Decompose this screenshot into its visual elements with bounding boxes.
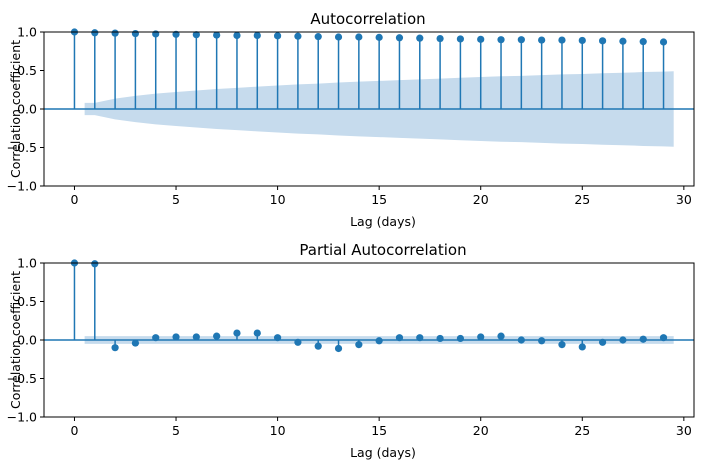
pacf-marker bbox=[294, 338, 302, 346]
pacf-y-tick-label: −0.5 bbox=[7, 371, 37, 386]
pacf-marker bbox=[355, 341, 363, 349]
pacf-x-tick-label: 10 bbox=[270, 423, 286, 438]
pacf-marker bbox=[213, 332, 221, 340]
acf-y-tick-label: −1.0 bbox=[7, 179, 37, 194]
pacf-y-ticks: 1.0 0.5 0.0 −0.5 −1.0 bbox=[7, 256, 44, 425]
acf-marker bbox=[578, 36, 586, 45]
acf-marker bbox=[334, 33, 343, 41]
acf-marker bbox=[659, 38, 668, 46]
pacf-x-tick-label: 30 bbox=[676, 423, 692, 438]
pacf-y-axis-label: Correlation coefficient bbox=[8, 271, 23, 409]
pacf-marker bbox=[334, 344, 343, 353]
acf-marker bbox=[355, 33, 363, 41]
pacf-marker bbox=[131, 339, 140, 347]
pacf-marker bbox=[456, 334, 465, 343]
acf-marker bbox=[558, 36, 566, 44]
acf-x-tick-label: 5 bbox=[172, 192, 180, 207]
acf-marker bbox=[213, 31, 221, 39]
acf-marker bbox=[517, 36, 525, 44]
pacf-y-tick-label: 1.0 bbox=[17, 256, 37, 271]
acf-marker bbox=[273, 32, 282, 40]
pacf-x-tick-label: 25 bbox=[574, 423, 590, 438]
acf-marker bbox=[91, 29, 99, 37]
acf-x-tick-label: 20 bbox=[473, 192, 489, 207]
acf-marker bbox=[416, 34, 424, 42]
acf-marker bbox=[131, 29, 140, 38]
pacf-marker bbox=[111, 344, 119, 352]
pacf-title: Partial Autocorrelation bbox=[299, 241, 466, 259]
acf-marker bbox=[538, 36, 546, 44]
pacf-marker bbox=[659, 334, 668, 342]
pacf-marker bbox=[416, 334, 424, 342]
pacf-marker bbox=[619, 336, 627, 344]
pacf-x-tick-label: 0 bbox=[70, 423, 78, 438]
acf-marker bbox=[233, 31, 241, 40]
acf-marker bbox=[456, 35, 465, 43]
pacf-stems-layer bbox=[70, 259, 668, 353]
pacf-marker bbox=[538, 337, 546, 345]
acf-marker bbox=[172, 30, 180, 38]
pacf-marker bbox=[436, 334, 444, 343]
pacf-marker bbox=[578, 343, 586, 351]
acf-marker bbox=[294, 32, 302, 40]
acf-x-ticks: 0 5 10 15 20 25 30 bbox=[70, 186, 692, 207]
pacf-marker bbox=[497, 332, 505, 340]
acf-marker bbox=[152, 30, 160, 38]
pacf-marker bbox=[273, 334, 282, 342]
pacf-marker bbox=[314, 342, 322, 350]
acf-y-tick-label: 1.0 bbox=[17, 25, 37, 40]
pacf-marker bbox=[172, 333, 180, 341]
acf-x-tick-label: 25 bbox=[574, 192, 590, 207]
pacf-marker bbox=[233, 329, 241, 337]
acf-marker bbox=[192, 31, 200, 39]
pacf-x-tick-label: 5 bbox=[172, 423, 180, 438]
pacf-marker bbox=[598, 338, 607, 346]
acf-y-tick-label: 0.5 bbox=[17, 63, 37, 78]
acf-marker bbox=[253, 31, 261, 40]
acf-y-axis-label: Correlation coefficient bbox=[8, 40, 23, 178]
pacf-marker bbox=[517, 336, 525, 344]
pacf-marker bbox=[395, 334, 404, 342]
pacf-x-axis-label: Lag (days) bbox=[350, 445, 416, 460]
acf-title: Autocorrelation bbox=[310, 10, 425, 28]
pacf-x-tick-label: 20 bbox=[473, 423, 489, 438]
pacf-marker bbox=[91, 260, 99, 268]
pacf-marker bbox=[152, 334, 160, 342]
pacf-y-tick-label: 0.0 bbox=[17, 333, 37, 348]
partial-autocorrelation-panel: Partial Autocorrelation 0 5 10 15 20 25 30 1.0… bbox=[7, 241, 695, 460]
acf-x-axis-label: Lag (days) bbox=[350, 214, 416, 229]
pacf-x-tick-label: 15 bbox=[371, 423, 387, 438]
pacf-marker bbox=[253, 329, 261, 337]
acf-marker bbox=[395, 34, 404, 42]
acf-y-tick-label: 0.0 bbox=[17, 102, 37, 117]
pacf-x-ticks: 0 5 10 15 20 25 30 bbox=[70, 417, 692, 438]
acf-x-tick-label: 0 bbox=[70, 192, 78, 207]
pacf-marker bbox=[477, 333, 485, 341]
acf-marker bbox=[436, 34, 444, 43]
acf-marker bbox=[111, 29, 119, 37]
pacf-y-tick-label: −1.0 bbox=[7, 410, 37, 425]
acf-marker bbox=[619, 37, 627, 45]
pacf-marker bbox=[639, 335, 647, 343]
autocorrelation-panel: Autocorrelation 0 5 10 15 20 25 30 1.0 0.5 0.0 −0… bbox=[7, 10, 695, 229]
acf-x-tick-label: 15 bbox=[371, 192, 387, 207]
pacf-marker bbox=[192, 333, 200, 341]
pacf-marker bbox=[558, 341, 566, 349]
acf-marker bbox=[639, 38, 647, 46]
acf-x-tick-label: 30 bbox=[676, 192, 692, 207]
pacf-y-tick-label: 0.5 bbox=[17, 294, 37, 309]
acf-marker bbox=[477, 35, 485, 43]
acf-x-tick-label: 10 bbox=[270, 192, 286, 207]
acf-marker bbox=[314, 33, 322, 41]
acf-marker bbox=[497, 36, 505, 44]
acf-y-ticks: 1.0 0.5 0.0 −0.5 −1.0 bbox=[7, 25, 44, 194]
acf-y-tick-label: −0.5 bbox=[7, 140, 37, 155]
pacf-marker bbox=[375, 337, 383, 345]
acf-marker bbox=[598, 37, 607, 45]
acf-marker bbox=[375, 33, 383, 41]
